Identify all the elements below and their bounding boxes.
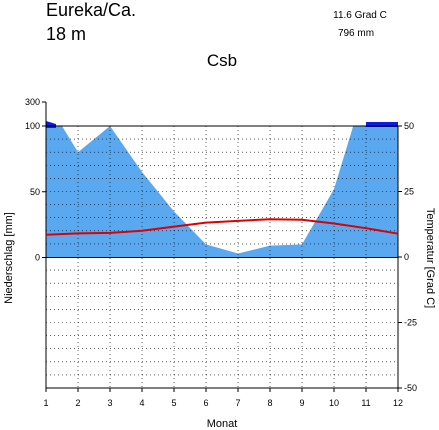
x-tick-label: 10: [329, 398, 339, 408]
station-name: Eureka/Ca.: [46, 0, 136, 20]
x-tick-label: 2: [75, 398, 80, 408]
right-tick-label: 50: [404, 121, 414, 131]
x-tick-label: 4: [139, 398, 144, 408]
x-axis-title: Monat: [207, 418, 238, 430]
right-tick-label: -25: [404, 318, 417, 328]
left-tick-label: 50: [30, 187, 40, 197]
annual-precipitation: 796 mm: [338, 28, 374, 39]
precipitation-excess-group: [46, 121, 398, 128]
right-tick-label: 25: [404, 187, 414, 197]
x-tick-label: 6: [203, 398, 208, 408]
x-tick-label: 7: [235, 398, 240, 408]
left-tick-label: 0: [35, 253, 40, 263]
mean-temperature: 11.6 Grad C: [333, 10, 387, 21]
right-tick-label: -50: [404, 383, 417, 393]
left-tick-label: 100: [25, 121, 40, 131]
left-tick-label: 300: [25, 97, 40, 107]
x-tick-label: 1: [43, 398, 48, 408]
right-tick-label: 0: [404, 252, 409, 262]
temperature-line: [45, 218, 399, 236]
x-tick-label: 12: [393, 398, 403, 408]
x-tick-label: 5: [171, 398, 176, 408]
precipitation-excess-bar: [366, 122, 398, 127]
precipitation-excess-start: [46, 121, 56, 128]
grid-lines: [46, 126, 398, 388]
left-axis-title: Niederschlag [mm]: [3, 212, 15, 304]
precipitation-area: [46, 126, 398, 258]
x-tick-label: 8: [267, 398, 272, 408]
right-axis-title: Temperatur [Grad C]: [424, 208, 436, 308]
x-tick-label: 3: [107, 398, 112, 408]
climate-class: Csb: [207, 51, 237, 70]
x-tick-label: 11: [361, 398, 370, 408]
station-elevation: 18 m: [46, 24, 86, 44]
x-tick-label: 9: [299, 398, 304, 408]
